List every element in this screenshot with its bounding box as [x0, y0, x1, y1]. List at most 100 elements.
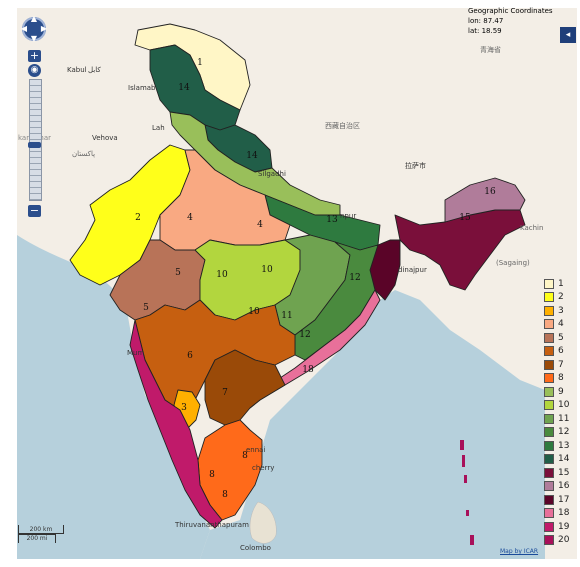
zone-label-18: 18: [302, 365, 314, 375]
zone-16[interactable]: [444, 177, 526, 223]
legend-label: 14: [558, 454, 570, 465]
legend-item: 14: [544, 453, 576, 467]
label-vehova: Vehova: [92, 134, 118, 142]
scale-bar: 200 km 200 mi: [18, 525, 64, 543]
coordinate-lon: lon: 87.47: [468, 17, 504, 25]
zone-2[interactable]: [69, 144, 191, 286]
legend-item: 19: [544, 520, 576, 534]
scale-mi: 200 mi: [18, 534, 56, 543]
label-lhasa: 拉萨市: [405, 161, 426, 170]
legend-swatch: [544, 454, 554, 465]
zoom-in-button[interactable]: +: [28, 49, 41, 62]
legend-item: 18: [544, 507, 576, 521]
legend-item: 1: [544, 277, 576, 291]
legend-label: 19: [558, 521, 570, 532]
zone-label-2: 2: [135, 213, 141, 223]
label-mumbai: Mum: [127, 349, 144, 357]
legend-item: 13: [544, 439, 576, 453]
legend-swatch: [544, 292, 554, 303]
zoom-control: + −: [28, 49, 42, 218]
legend-label: 4: [558, 319, 564, 330]
zoom-slider-handle[interactable]: [28, 142, 41, 148]
zone-label-12-b: 12: [299, 330, 310, 340]
zone-label-13: 13: [326, 215, 338, 225]
zone-label-1: 1: [197, 58, 203, 68]
legend-swatch: [544, 494, 554, 505]
label-pondicherry: cherry: [252, 464, 274, 472]
legend-label: 18: [558, 508, 570, 519]
legend-swatch: [544, 535, 554, 546]
legend-swatch: [544, 440, 554, 451]
label-kabul: Kabul: [67, 66, 87, 74]
zone-label-6: 6: [187, 351, 193, 361]
pan-down-icon[interactable]: ▼: [30, 34, 38, 43]
legend-label: 20: [558, 535, 570, 546]
arabian-sea: [17, 235, 210, 559]
legend-item: 3: [544, 304, 576, 318]
label-chennai: ennai: [246, 446, 265, 454]
pan-left-icon[interactable]: ◀: [20, 24, 28, 33]
legend-item: 4: [544, 318, 576, 332]
zone-label-10-b: 10: [261, 265, 273, 275]
legend-swatch: [544, 413, 554, 424]
zoom-out-button[interactable]: −: [28, 204, 41, 217]
legend-swatch: [544, 305, 554, 316]
zone-label-15: 15: [459, 213, 471, 223]
legend-item: 10: [544, 399, 576, 413]
legend-label: 15: [558, 467, 570, 478]
legend-item: 9: [544, 385, 576, 399]
legend-label: 17: [558, 494, 570, 505]
zone-label-4-west: 4: [187, 213, 193, 223]
zone-label-14-east: 14: [246, 151, 258, 161]
legend-item: 15: [544, 466, 576, 480]
zone-label-7: 7: [222, 388, 228, 398]
andaman-islands: [460, 440, 474, 545]
legend-swatch: [544, 332, 554, 343]
zoom-slider-track[interactable]: [28, 79, 42, 201]
legend-swatch: [544, 508, 554, 519]
globe-icon[interactable]: ◉: [28, 64, 41, 77]
pan-control[interactable]: ▲ ▼ ◀ ▶: [19, 14, 49, 44]
zone-label-4-east: 4: [257, 220, 263, 230]
zone-label-16: 16: [484, 187, 496, 197]
pan-up-icon[interactable]: ▲: [30, 14, 38, 23]
legend-swatch: [544, 319, 554, 330]
label-baluchistan: پاکستان: [72, 150, 95, 158]
legend-swatch: [544, 346, 554, 357]
legend-item: 2: [544, 291, 576, 305]
attribution-link[interactable]: Map by ICAR: [500, 548, 539, 555]
legend-swatch: [544, 278, 554, 289]
zone-label-10-c: 10: [248, 307, 260, 317]
coordinate-lat: lat: 18.59: [468, 27, 502, 35]
legend-item: 5: [544, 331, 576, 345]
legend-swatch: [544, 481, 554, 492]
legend-swatch: [544, 359, 554, 370]
zone-label-5-b: 5: [143, 303, 149, 313]
coordinate-title: Geographic Coordinates: [468, 7, 553, 15]
zone-label-8-c: 8: [209, 470, 215, 480]
label-lahore: Lah: [152, 124, 165, 132]
pan-right-icon[interactable]: ▶: [40, 24, 48, 33]
zone-17-bengal[interactable]: [369, 239, 401, 301]
label-kabul-native: کابل: [88, 66, 101, 74]
label-sagaing: (Sagaing): [496, 259, 530, 267]
legend-item: 11: [544, 412, 576, 426]
legend-label: 11: [558, 413, 570, 424]
zone-19-west-coast[interactable]: [129, 319, 223, 529]
legend-label: 5: [558, 332, 564, 343]
zone-7[interactable]: [204, 349, 286, 426]
legend-swatch: [544, 400, 554, 411]
layer-switcher-button[interactable]: ◂: [560, 27, 576, 43]
legend-swatch: [544, 373, 554, 384]
zone-label-5-a: 5: [175, 268, 181, 278]
legend-label: 13: [558, 440, 570, 451]
scale-km: 200 km: [18, 525, 64, 534]
sri-lanka: [249, 501, 277, 544]
legend-label: 12: [558, 427, 570, 438]
coordinate-readout: Geographic Coordinates lon: 87.47 lat: 1…: [468, 6, 553, 36]
label-kanpur: npur: [340, 212, 356, 220]
zone-label-11: 11: [281, 311, 292, 321]
legend-item: 20: [544, 534, 576, 548]
legend-label: 16: [558, 481, 570, 492]
